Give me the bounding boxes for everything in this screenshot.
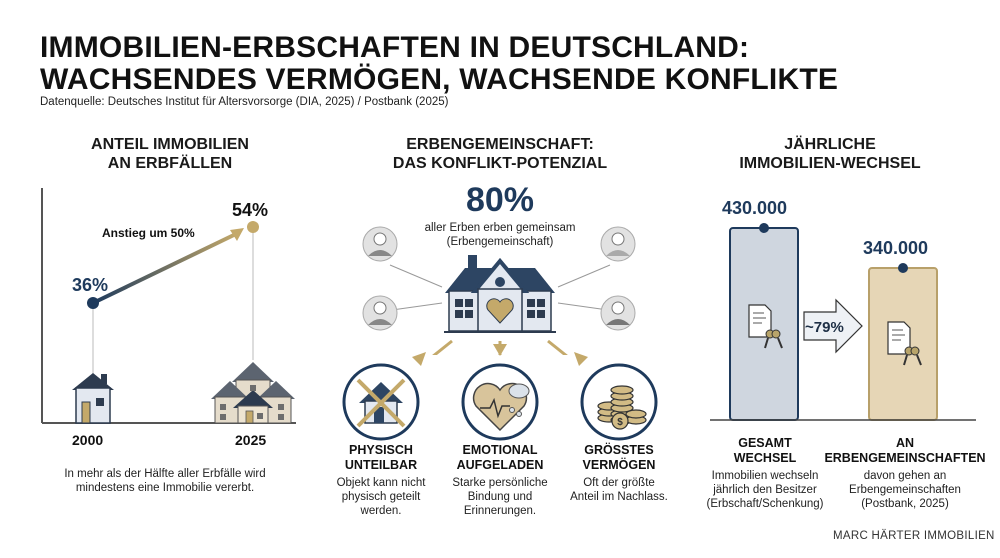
item-desc: Starke persönliche Bindung und Erinnerun… [445, 476, 555, 518]
heirs-caption-line2: (Erbengemeinschaft) [446, 236, 554, 248]
bar1-desc: Immobilien wechseln jährlich den Besitze… [700, 469, 830, 511]
bar2-value: 340.000 [863, 238, 929, 258]
year-2000: 2000 [72, 432, 104, 448]
svg-text:$: $ [617, 417, 623, 428]
conflict-item-indivisible: PHYSISCH UNTEILBAR Objekt kann nicht phy… [326, 443, 436, 518]
bar1-label-line2: WECHSEL [733, 451, 797, 465]
item-title-line1: PHYSISCH [349, 443, 413, 457]
trend-arrow [92, 231, 239, 305]
item-title-line2: VERMÖGEN [582, 458, 656, 472]
crossed-house-icon [342, 363, 420, 441]
item-title-line2: UNTEILBAR [344, 458, 418, 472]
heirs-caption-line1: aller Erben erben gemeinsam [424, 222, 576, 234]
house-cluster-icon [211, 362, 295, 424]
section2-title-line1: ERBENGEMEINSCHAFT: [406, 136, 594, 153]
item-title-line2: AUFGELADEN [456, 458, 544, 472]
desc-line3: (Erbschaft/Schenkung) [706, 498, 824, 510]
bar2-label: AN ERBENGEMEINSCHAFTEN davon gehen an Er… [820, 436, 990, 511]
heirs-share-caption: aller Erben erben gemeinsam (Erbengemein… [410, 221, 590, 249]
page-title: IMMOBILIEN-ERBSCHAFTEN IN DEUTSCHLAND: W… [40, 32, 838, 96]
desc-line2: physisch geteilt [341, 491, 421, 503]
desc-line2: Erbengemeinschaften [849, 484, 961, 496]
desc-line1: Immobilien wechseln [711, 470, 819, 482]
bar1-value: 430.000 [722, 198, 788, 218]
heart-brain-icon [461, 363, 539, 441]
desc-line2: Anteil im Nachlass. [570, 491, 668, 503]
desc-line1: Objekt kann nicht [336, 477, 426, 489]
value-2000: 36% [72, 275, 109, 295]
page-title-line2: WACHSENDES VERMÖGEN, WACHSENDE KONFLIKTE [40, 63, 839, 96]
heir-avatar-icon [362, 295, 398, 331]
caption-line2: mindestens eine Immobilie vererbt. [75, 482, 255, 494]
brand-footer: MARC HÄRTER IMMOBILIEN [833, 530, 995, 542]
year-2025: 2025 [235, 432, 267, 448]
coins-icon: $ [580, 363, 658, 441]
section2-title: ERBENGEMEINSCHAFT: DAS KONFLIKT-POTENZIA… [375, 135, 625, 173]
heirs-share-value: 80% [465, 181, 535, 219]
conflict-item-largest-asset: GRÖSSTES VERMÖGEN Oft der größte Anteil … [562, 443, 676, 504]
desc-line1: Starke persönliche [452, 477, 548, 489]
item-title-line1: EMOTIONAL [462, 443, 538, 457]
bar2-label-line1: AN [895, 436, 915, 450]
single-house-icon [72, 373, 114, 424]
desc-line1: Oft der größte [583, 477, 655, 489]
bar1-label-line1: GESAMT [738, 436, 792, 450]
bar2-desc: davon gehen an Erbengemeinschaften (Post… [820, 469, 990, 511]
desc-line2: Bindung und [467, 491, 533, 503]
conflict-item-emotional: EMOTIONAL AUFGELADEN Starke persönliche … [445, 443, 555, 518]
desc-line3: (Postbank, 2025) [861, 498, 949, 510]
data-source: Datenquelle: Deutsches Institut für Alte… [40, 96, 449, 108]
item-title-line1: GRÖSSTES [584, 443, 654, 457]
family-house-icon [444, 255, 556, 333]
heir-avatar-icon [600, 226, 636, 262]
item-desc: Oft der größte Anteil im Nachlass. [562, 476, 676, 504]
bar2-label-line2: ERBENGEMEINSCHAFTEN [824, 451, 986, 465]
value-2025: 54% [232, 200, 269, 220]
heir-avatar-icon [362, 226, 398, 262]
share-arrow [803, 298, 863, 354]
desc-line1: davon gehen an [863, 470, 947, 482]
desc-line3: werden. [360, 505, 402, 517]
section1-title: ANTEIL IMMOBILIEN AN ERBFÄLLEN [60, 135, 280, 173]
desc-line3: Erinnerungen. [463, 505, 537, 517]
bar1-label: GESAMT WECHSEL Immobilien wechseln jährl… [700, 436, 830, 511]
point-2025 [247, 221, 259, 233]
line-chart [41, 188, 296, 424]
conflict-icons: $ [342, 344, 658, 441]
caption-line1: In mehr als der Hälfte aller Erbfälle wi… [64, 468, 266, 480]
page-title-line1: IMMOBILIEN-ERBSCHAFTEN IN DEUTSCHLAND: [40, 31, 750, 64]
desc-line2: jährlich den Besitzer [713, 484, 817, 496]
deed-keys-icon [748, 304, 783, 349]
section3-title-line2: IMMOBILIEN-WECHSEL [739, 155, 921, 172]
bar-chart [710, 223, 976, 421]
section1-title-line1: ANTEIL IMMOBILIEN [91, 136, 249, 153]
section2-title-line2: DAS KONFLIKT-POTENZIAL [392, 155, 608, 172]
heir-avatar-icon [600, 295, 636, 331]
section3-title-line1: JÄHRLICHE [784, 136, 876, 153]
section1-title-line2: AN ERBFÄLLEN [107, 155, 233, 172]
item-desc: Objekt kann nicht physisch geteilt werde… [326, 476, 436, 518]
section3-title: JÄHRLICHE IMMOBILIEN-WECHSEL [720, 135, 940, 173]
section1-caption: In mehr als der Hälfte aller Erbfälle wi… [40, 467, 290, 495]
annotation-increase: Anstieg um 50% [102, 226, 195, 240]
point-2000 [87, 297, 99, 309]
share-percentage: ~79% [805, 319, 844, 336]
deed-keys-icon [887, 321, 922, 366]
heirs-diagram [362, 226, 636, 355]
